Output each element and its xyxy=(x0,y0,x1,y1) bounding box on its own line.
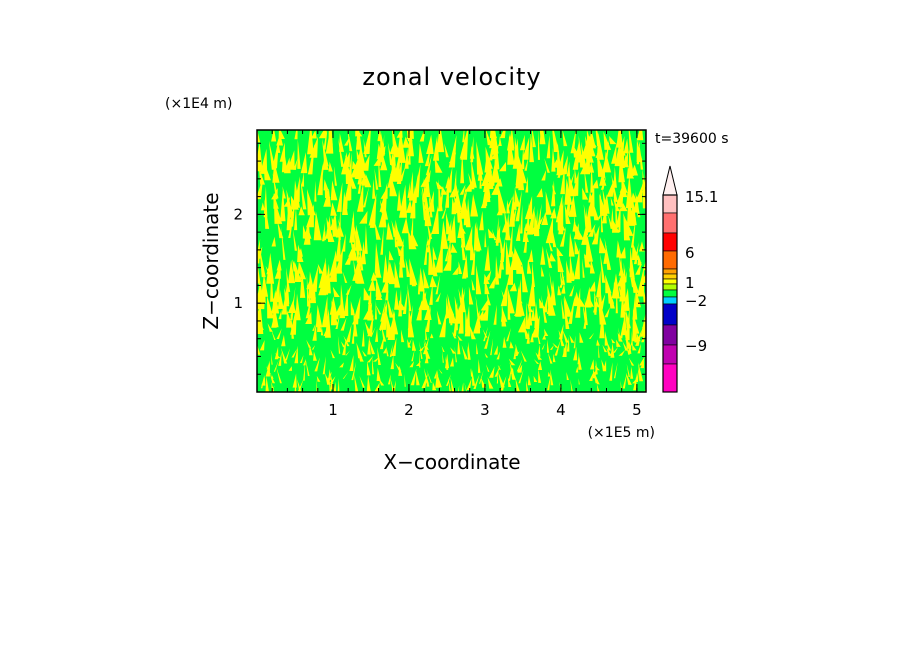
colorbar-band xyxy=(662,278,678,285)
x-tick-label: 2 xyxy=(404,401,414,419)
colorbar-band xyxy=(662,324,678,346)
colorbar-band xyxy=(662,232,678,252)
colorbar: 15.1 6 1−2 −9 xyxy=(662,165,718,393)
colorbar-band xyxy=(662,303,678,326)
colorbar-band xyxy=(662,296,678,305)
x-axis: 1 2 3 4 5 xyxy=(271,130,642,419)
colorbar-band xyxy=(662,289,678,298)
colorbar-label: 1 xyxy=(685,274,695,292)
x-tick-label: 5 xyxy=(632,401,642,419)
y-tick-label: 2 xyxy=(233,205,243,223)
colorbar-extend-arrow xyxy=(662,165,678,196)
colorbar-band xyxy=(662,194,678,214)
colorbar-band xyxy=(662,268,678,275)
colorbar-band xyxy=(662,212,678,234)
colorbar-frame xyxy=(662,194,678,393)
chart-title: zonal velocity xyxy=(362,63,541,91)
x-axis-label: X−coordinate xyxy=(383,450,520,474)
time-label: t=39600 s xyxy=(655,131,729,147)
x-tick-label: 4 xyxy=(556,401,566,419)
colorbar-band xyxy=(662,344,678,365)
colorbar-label: −9 xyxy=(685,337,707,355)
y-scale-label: (×1E4 m) xyxy=(165,96,232,112)
y-axis: 12 xyxy=(233,142,646,375)
x-scale-label: (×1E5 m) xyxy=(588,425,655,441)
y-tick-label: 1 xyxy=(233,294,243,312)
colorbar-band xyxy=(662,273,678,280)
colorbar-label: 15.1 xyxy=(685,188,718,206)
colorbar-label: −2 xyxy=(685,292,707,310)
y-axis-label: Z−coordinate xyxy=(199,192,223,329)
x-tick-label: 1 xyxy=(328,401,338,419)
colorbar-band xyxy=(662,250,678,270)
x-tick-label: 3 xyxy=(480,401,490,419)
colorbar-band xyxy=(662,283,678,291)
colorbar-band xyxy=(662,363,678,393)
velocity-field xyxy=(257,130,646,392)
colorbar-label: 6 xyxy=(685,244,695,262)
field-streaks xyxy=(257,130,646,392)
plot-frame xyxy=(256,129,647,393)
